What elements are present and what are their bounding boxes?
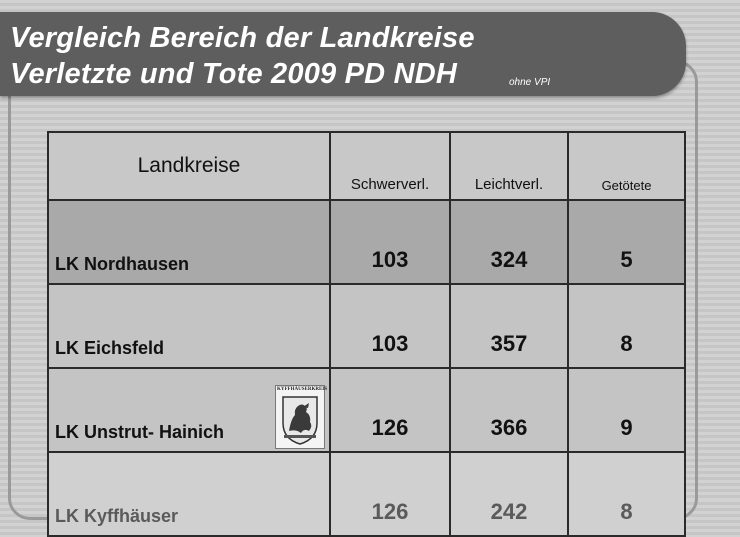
leichtverletzte-value: 242 [449, 451, 569, 537]
title-note: ohne VPI [509, 77, 551, 88]
leichtverletzte-value: 357 [449, 283, 569, 369]
table-row: LK Nordhausen 103 324 5 [47, 199, 686, 285]
getoetete-value: 9 [567, 367, 686, 453]
leichtverletzte-value: 366 [449, 367, 569, 453]
header-getoetete: Getötete [567, 131, 686, 201]
coat-of-arms-icon: KYFFHÄUSERKREIS [275, 385, 328, 449]
header-leichtverletzte: Leichtverl. [449, 131, 569, 201]
district-name-cell: LK Kyffhäuser KYFFHÄUSERKREIS [47, 385, 331, 537]
district-name: LK Nordhausen [47, 199, 331, 285]
district-name: LK Kyffhäuser [55, 506, 179, 526]
table-row: LK Unstrut- Hainich 126 366 9 [47, 367, 686, 453]
schwerverletzte-value: 103 [329, 199, 451, 285]
header-schwerverletzte: Schwerverl. [329, 131, 451, 201]
title-line-1: Vergleich Bereich der Landkreise [10, 22, 475, 54]
table-row: LK Kyffhäuser KYFFHÄUSERKREIS 126 242 8 [47, 385, 686, 537]
schwerverletzte-value: 103 [329, 283, 451, 369]
schwerverletzte-value: 126 [329, 451, 451, 537]
getoetete-value: 8 [567, 283, 686, 369]
title-banner [0, 12, 686, 96]
leichtverletzte-value: 324 [449, 199, 569, 285]
table-row: LK Eichsfeld 103 357 8 [47, 283, 686, 369]
getoetete-value: 5 [567, 199, 686, 285]
getoetete-value: 8 [567, 451, 686, 537]
crest-label: KYFFHÄUSERKREIS [277, 387, 328, 392]
district-name: LK Eichsfeld [47, 283, 331, 369]
table-header-row: Landkreise Schwerverl. Leichtverl. Getöt… [47, 131, 686, 201]
schwerverletzte-value: 126 [329, 367, 451, 453]
title-line-2: Verletzte und Tote 2009 PD NDH [10, 58, 458, 90]
district-comparison-table: Landkreise Schwerverl. Leichtverl. Getöt… [47, 131, 686, 537]
header-landkreise: Landkreise [47, 131, 331, 201]
